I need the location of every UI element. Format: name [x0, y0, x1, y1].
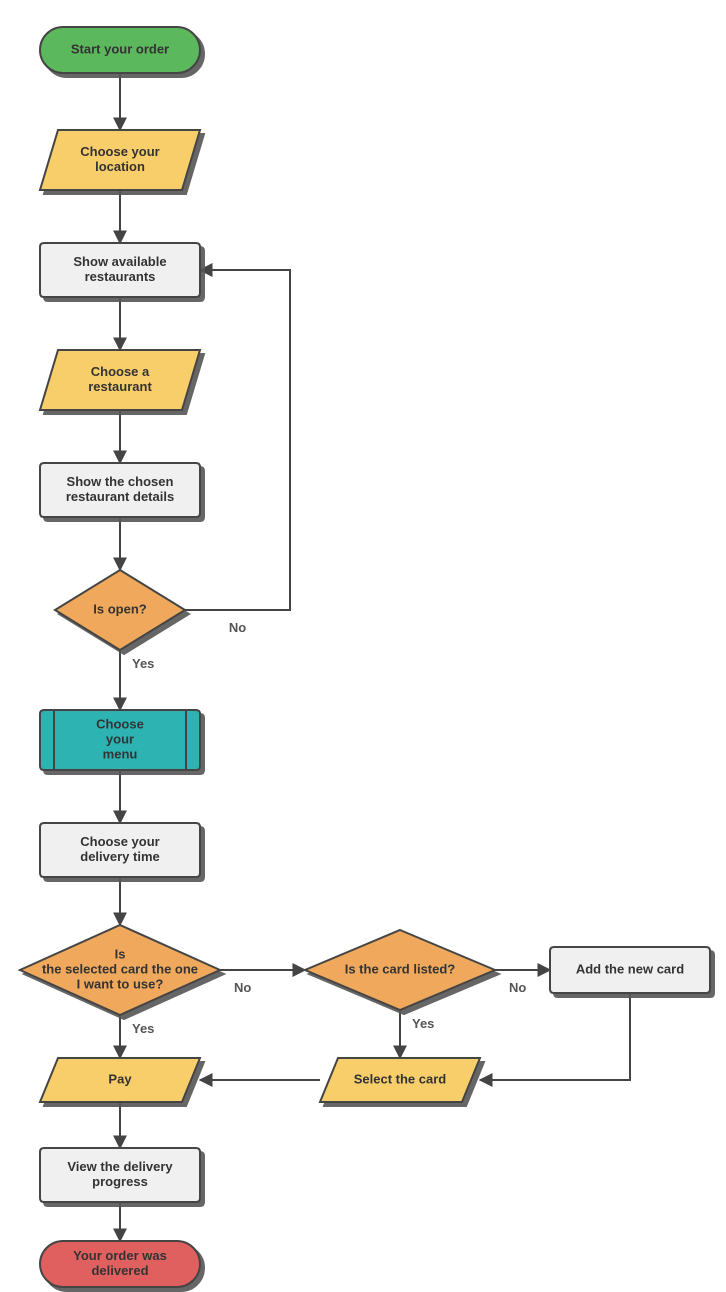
- node-label: Add the new card: [576, 961, 684, 976]
- node-end: Your order wasdelivered: [40, 1241, 200, 1287]
- node-isOpen: Is open?: [55, 570, 185, 650]
- node-label: Your order was: [73, 1248, 167, 1263]
- node-label: progress: [92, 1174, 148, 1189]
- edge: [480, 993, 630, 1080]
- node-chooseRest: Choose arestaurant: [40, 350, 200, 410]
- node-label: Choose your: [80, 834, 159, 849]
- edge-label: No: [234, 980, 251, 995]
- node-label: restaurant: [88, 379, 152, 394]
- node-label: Choose a: [91, 364, 150, 379]
- node-label: Is the card listed?: [345, 961, 456, 976]
- node-label: your: [106, 731, 134, 746]
- node-label: Show the chosen: [67, 474, 174, 489]
- node-label: Choose your: [80, 144, 159, 159]
- node-label: Select the card: [354, 1071, 447, 1086]
- node-isSelCard: Isthe selected card the oneI want to use…: [20, 925, 220, 1015]
- node-label: location: [95, 159, 145, 174]
- flowchart: Yes No Yes No No Yes Start your order Choose yo…: [0, 0, 726, 1292]
- edge-label: No: [509, 980, 526, 995]
- edge-label: Yes: [132, 656, 154, 671]
- node-label: delivered: [91, 1263, 148, 1278]
- node-viewProg: View the deliveryprogress: [40, 1148, 200, 1202]
- node-addCard: Add the new card: [550, 947, 710, 993]
- node-label: delivery time: [80, 849, 160, 864]
- node-isListed: Is the card listed?: [305, 930, 495, 1010]
- node-label: menu: [103, 746, 138, 761]
- node-label: Is: [115, 946, 126, 961]
- node-chooseMenu: Chooseyourmenu: [40, 710, 200, 770]
- node-label: restaurant details: [66, 489, 174, 504]
- node-label: Pay: [108, 1071, 132, 1086]
- nodes: Start your orderChoose yourlocationShow …: [20, 27, 710, 1287]
- node-start: Start your order: [40, 27, 200, 73]
- node-showDetails: Show the chosenrestaurant details: [40, 463, 200, 517]
- node-label: Is open?: [93, 601, 147, 616]
- node-label: Show available: [73, 254, 166, 269]
- edge-label: Yes: [132, 1021, 154, 1036]
- node-label: View the delivery: [67, 1159, 173, 1174]
- node-label: restaurants: [85, 269, 156, 284]
- node-label: Start your order: [71, 41, 169, 56]
- edge-label: No: [229, 620, 246, 635]
- node-selectCard: Select the card: [320, 1058, 480, 1102]
- node-pay: Pay: [40, 1058, 200, 1102]
- node-label: Choose: [96, 716, 144, 731]
- node-showRest: Show availablerestaurants: [40, 243, 200, 297]
- node-label: I want to use?: [77, 976, 164, 991]
- node-label: the selected card the one: [42, 961, 198, 976]
- node-chooseLoc: Choose yourlocation: [40, 130, 200, 190]
- edge-label: Yes: [412, 1016, 434, 1031]
- edge: [185, 270, 290, 610]
- node-chooseTime: Choose yourdelivery time: [40, 823, 200, 877]
